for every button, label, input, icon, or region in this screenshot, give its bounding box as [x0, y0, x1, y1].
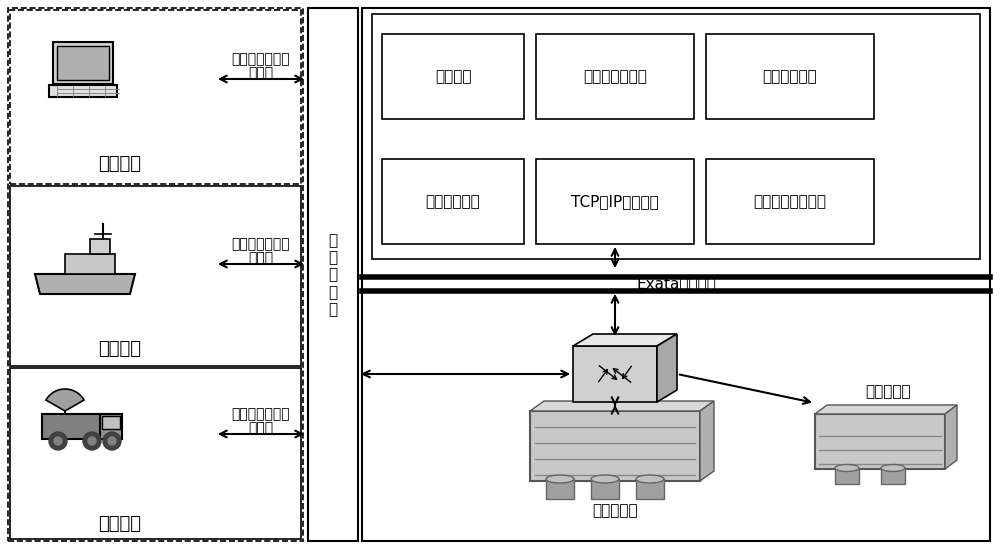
Polygon shape: [945, 405, 957, 469]
Circle shape: [88, 437, 96, 445]
Bar: [706, 159, 874, 244]
Circle shape: [83, 432, 101, 450]
Bar: [382, 34, 524, 119]
Bar: [636, 479, 664, 499]
Circle shape: [108, 437, 116, 445]
Bar: [10, 10, 301, 184]
Bar: [53, 42, 113, 84]
Ellipse shape: [835, 464, 859, 472]
Text: 指控、话音等业: 指控、话音等业: [232, 52, 290, 66]
Bar: [100, 414, 122, 439]
Text: 车载平台: 车载平台: [98, 515, 142, 533]
Text: 指控、话音等业: 指控、话音等业: [232, 237, 290, 251]
Bar: [591, 479, 619, 499]
Text: 务数据: 务数据: [248, 251, 274, 265]
Bar: [706, 34, 874, 119]
Text: 水面平台: 水面平台: [98, 340, 142, 358]
Bar: [815, 414, 945, 469]
Polygon shape: [657, 334, 677, 402]
Text: 指控、话音等业: 指控、话音等业: [232, 407, 290, 421]
Polygon shape: [700, 401, 714, 481]
Bar: [49, 85, 117, 97]
Text: 空中平台: 空中平台: [98, 155, 142, 173]
Text: 节点模型: 节点模型: [435, 69, 471, 84]
Ellipse shape: [591, 475, 619, 483]
Bar: [536, 34, 694, 119]
Text: 地理、环境模型: 地理、环境模型: [583, 69, 647, 84]
Bar: [10, 186, 301, 366]
Text: 千
兆
以
太
网: 千 兆 以 太 网: [328, 233, 338, 317]
Bar: [8, 8, 303, 541]
Circle shape: [49, 432, 67, 450]
Bar: [372, 14, 980, 259]
Text: 网络仿真器: 网络仿真器: [592, 503, 638, 518]
Bar: [530, 411, 700, 481]
Ellipse shape: [636, 475, 664, 483]
Wedge shape: [46, 389, 84, 411]
Bar: [57, 46, 109, 80]
Bar: [382, 159, 524, 244]
Text: 组网协议模型: 组网协议模型: [426, 194, 480, 209]
Bar: [881, 468, 905, 484]
Text: 务数据: 务数据: [248, 66, 274, 80]
Polygon shape: [573, 346, 657, 402]
Ellipse shape: [881, 464, 905, 472]
Bar: [536, 159, 694, 244]
Bar: [42, 414, 107, 439]
Polygon shape: [530, 401, 714, 411]
Bar: [835, 468, 859, 484]
Circle shape: [54, 437, 62, 445]
Bar: [90, 239, 110, 254]
Bar: [308, 8, 358, 541]
Text: 务数据: 务数据: [248, 421, 274, 435]
Text: TCP、IP网络模型: TCP、IP网络模型: [571, 194, 659, 209]
Text: 无线信道模型: 无线信道模型: [763, 69, 817, 84]
Polygon shape: [35, 274, 135, 294]
Polygon shape: [573, 334, 677, 346]
Bar: [546, 479, 574, 499]
Bar: [65, 254, 115, 274]
Text: 信道模拟器: 信道模拟器: [865, 384, 911, 400]
Bar: [102, 416, 120, 429]
Ellipse shape: [546, 475, 574, 483]
Text: 数据统计分析模型: 数据统计分析模型: [754, 194, 826, 209]
Polygon shape: [815, 405, 957, 414]
Bar: [362, 8, 990, 541]
Circle shape: [103, 432, 121, 450]
Text: Exata数据总线: Exata数据总线: [636, 277, 716, 292]
Bar: [10, 368, 301, 539]
